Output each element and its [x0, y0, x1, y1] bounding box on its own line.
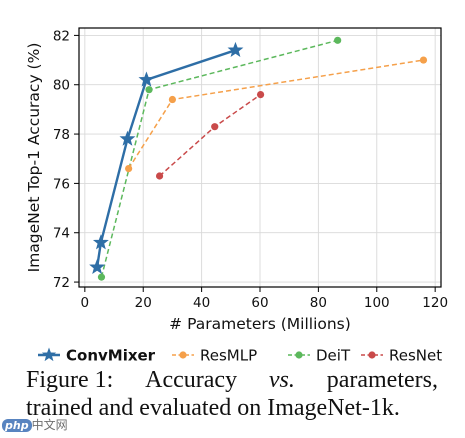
data-point-star	[138, 71, 155, 87]
y-tick-label: 74	[53, 226, 70, 242]
legend-item-resnet: ResNet	[361, 347, 442, 365]
chart: 0 20 40 60 80 100 120 72 74 76 78 80 82 # Parameters…	[25, 27, 448, 365]
legend-label: DeiT	[316, 347, 351, 365]
y-tick-label: 72	[53, 275, 70, 291]
data-point	[168, 95, 177, 104]
y-tick-label: 78	[53, 127, 70, 143]
legend-marker-star	[41, 347, 57, 362]
figure-caption: Figure 1: Accuracy vs. parameters, train…	[26, 366, 438, 422]
data-point	[419, 56, 428, 64]
watermark-text: 中文网	[31, 418, 68, 432]
legend-item-deit: DeiT	[288, 347, 351, 365]
series-deit	[97, 36, 342, 281]
series-line	[159, 93, 262, 177]
series-line	[127, 59, 424, 170]
x-tick-label: 60	[251, 295, 268, 311]
x-tick-label: 120	[422, 295, 448, 311]
data-point	[145, 86, 153, 94]
y-tick-label: 80	[53, 78, 70, 94]
caption-figure-label: Figure 1:	[26, 367, 114, 393]
y-tick-label: 82	[53, 28, 70, 44]
data-point-star	[119, 130, 136, 146]
caption-word-vs: vs.	[268, 367, 295, 393]
series-line	[100, 39, 338, 278]
legend-label: ResMLP	[200, 347, 257, 365]
data-point	[256, 91, 265, 99]
data-point	[334, 36, 342, 44]
data-point	[97, 273, 106, 281]
data-point	[211, 123, 219, 131]
data-point	[125, 165, 133, 173]
x-tick-label: 40	[193, 295, 210, 311]
legend: ConvMixer ResMLP DeiT ResNet	[38, 347, 442, 365]
site-watermark: php 中文网	[2, 416, 68, 433]
legend-item-convmixer: ConvMixer	[38, 347, 156, 365]
x-tick-label: 20	[135, 295, 152, 311]
legend-marker	[368, 351, 376, 359]
legend-label: ResNet	[389, 347, 442, 365]
data-point-star	[89, 258, 106, 275]
series-convmixer	[89, 41, 244, 275]
series-resnet	[155, 91, 265, 180]
grid	[79, 28, 441, 287]
legend-marker	[179, 351, 187, 359]
data-point-star	[227, 41, 244, 57]
y-axis-label: ImageNet Top-1 Accuracy (%)	[25, 43, 43, 273]
watermark-badge: php	[2, 419, 32, 432]
x-tick-label: 0	[81, 295, 90, 311]
data-point-star	[92, 234, 109, 250]
axis-ticks: 0 20 40 60 80 100 120 72 74 76 78 80 82	[53, 28, 448, 311]
caption-line-1: Figure 1: Accuracy vs. parameters,	[26, 366, 438, 394]
caption-word-accuracy: Accuracy	[145, 367, 238, 393]
series-resmlp	[125, 56, 428, 173]
legend-marker	[295, 351, 303, 359]
x-axis-label: # Parameters (Millions)	[169, 315, 351, 333]
x-tick-label: 100	[364, 295, 390, 311]
legend-item-resmlp: ResMLP	[172, 347, 257, 365]
data-point	[155, 172, 164, 180]
caption-line-2: trained and evaluated on ImageNet-1k.	[26, 395, 400, 421]
series	[89, 36, 428, 281]
x-tick-label: 80	[310, 295, 327, 311]
legend-label: ConvMixer	[66, 347, 156, 365]
caption-word-parameters: parameters,	[326, 367, 438, 393]
y-tick-label: 76	[53, 176, 70, 192]
series-line	[95, 49, 236, 268]
